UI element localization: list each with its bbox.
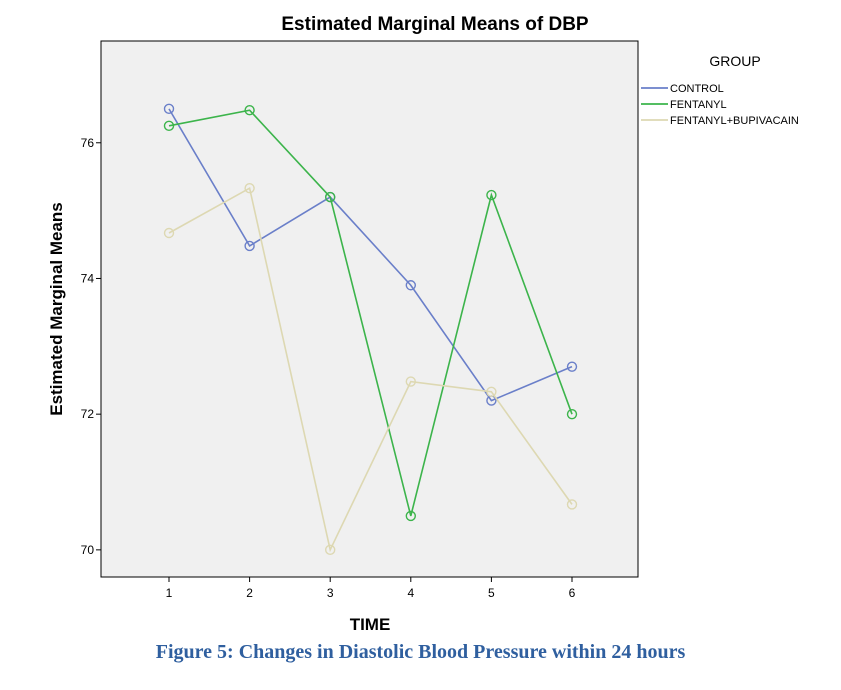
x-axis-label: TIME [350, 615, 391, 634]
y-tick-label: 72 [81, 407, 95, 421]
data-point [163, 120, 175, 132]
data-point [244, 240, 255, 252]
y-axis-ticks: 70 72 74 76 [81, 136, 101, 557]
legend-label: FENTANYL [670, 99, 727, 111]
data-point [566, 361, 578, 372]
series-line [168, 109, 573, 517]
x-tick-label: 5 [488, 586, 495, 600]
data-point [486, 386, 497, 397]
y-axis-label: Estimated Marginal Means [47, 202, 66, 416]
line-chart: Estimated Marginal Means of DBP TIME Est… [47, 14, 799, 634]
legend-title: GROUP [709, 53, 760, 69]
x-axis-ticks: 1 2 3 4 5 6 [166, 577, 576, 600]
data-point [486, 189, 497, 201]
legend-label: FENTANYL+BUPIVACAIN [670, 115, 799, 127]
legend-label: CONTROL [670, 83, 724, 95]
figure-caption: Figure 5: Changes in Diastolic Blood Pre… [155, 641, 686, 663]
x-tick-label: 6 [569, 586, 576, 600]
data-point [405, 376, 416, 387]
data-point [405, 280, 416, 291]
data-point [163, 103, 175, 115]
plot-area [100, 40, 639, 578]
y-tick-label: 74 [81, 271, 95, 285]
legend-items: CONTROL FENTANYL FENTANYL+BUPIVACAIN [641, 83, 799, 127]
series-line [168, 108, 573, 402]
series-fentanyl [163, 105, 578, 522]
data-point [325, 544, 336, 556]
chart-title: Estimated Marginal Means of DBP [281, 14, 589, 35]
x-tick-label: 4 [407, 586, 414, 600]
data-point [325, 191, 336, 203]
data-point [244, 105, 255, 116]
data-point [405, 510, 416, 522]
y-tick-label: 70 [81, 543, 95, 557]
series-layer [163, 103, 578, 556]
legend: GROUP CONTROL FENTANYL FENTANYL+BUPIVACAIN [641, 53, 799, 127]
data-point [244, 183, 255, 194]
series-line [168, 187, 573, 553]
x-tick-label: 1 [166, 586, 173, 600]
data-point [566, 499, 578, 510]
data-point [163, 227, 175, 239]
x-tick-label: 2 [246, 586, 253, 600]
series-fentanyl-bupivacain [163, 183, 578, 556]
x-tick-label: 3 [327, 586, 334, 600]
y-tick-label: 76 [81, 136, 95, 150]
data-point [566, 408, 578, 420]
